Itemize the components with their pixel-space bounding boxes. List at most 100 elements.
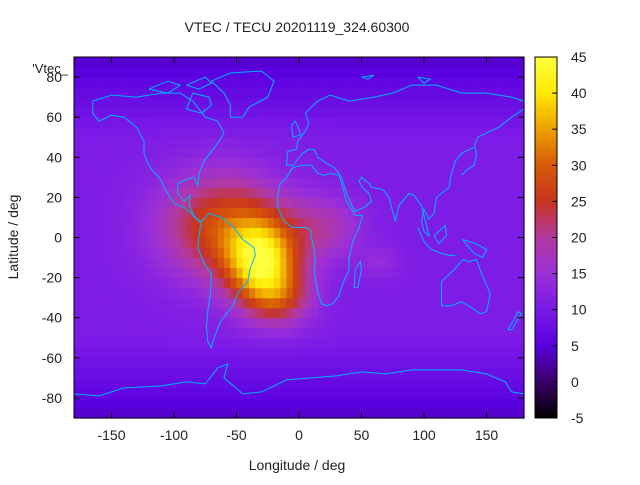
heatmap-cell <box>399 357 406 369</box>
heatmap-cell <box>224 87 231 98</box>
heatmap-cell <box>317 237 325 249</box>
heatmap-cell <box>199 147 206 158</box>
heatmap-cell <box>299 147 306 158</box>
heatmap-cell <box>517 337 525 349</box>
heatmap-cell <box>461 147 469 158</box>
heatmap-cell <box>305 177 313 188</box>
heatmap-cell <box>324 327 331 339</box>
heatmap-cell <box>274 277 281 289</box>
heatmap-cell <box>517 97 525 108</box>
heatmap-cell <box>430 407 438 419</box>
heatmap-cell <box>317 207 325 219</box>
heatmap-cell <box>442 257 450 269</box>
y-tick-label: 20 <box>46 189 62 205</box>
heatmap-cell <box>186 397 194 409</box>
heatmap-cell <box>255 207 263 219</box>
heatmap-cell <box>124 227 131 239</box>
heatmap-cell <box>92 407 100 419</box>
heatmap-cell <box>399 387 406 399</box>
heatmap-cell <box>342 157 350 168</box>
heatmap-cell <box>92 297 100 309</box>
heatmap-cell <box>217 397 225 409</box>
heatmap-cell <box>267 167 275 178</box>
heatmap-cell <box>274 187 281 198</box>
heatmap-cell <box>305 327 313 339</box>
heatmap-cell <box>124 127 131 138</box>
heatmap-cell <box>374 387 381 399</box>
heatmap-cell <box>111 297 119 309</box>
heatmap-cell <box>199 357 206 369</box>
heatmap-cell <box>467 397 475 409</box>
heatmap-cell <box>255 337 263 349</box>
heatmap-cell <box>105 407 113 419</box>
heatmap-cell <box>467 197 475 209</box>
heatmap-cell <box>361 227 369 239</box>
heatmap-cell <box>280 337 288 349</box>
heatmap-cell <box>105 337 113 349</box>
heatmap-cell <box>230 267 238 279</box>
heatmap-cell <box>130 117 138 128</box>
heatmap-cell <box>192 317 200 329</box>
heatmap-cell <box>217 247 225 259</box>
heatmap-cell <box>199 177 206 188</box>
heatmap-cell <box>92 247 100 259</box>
coastline-segment <box>507 311 523 331</box>
heatmap-cell <box>505 167 513 178</box>
heatmap-cell <box>455 237 463 249</box>
heatmap-cell <box>292 177 300 188</box>
heatmap-cell <box>142 327 150 339</box>
heatmap-cell <box>192 327 200 339</box>
heatmap-cell <box>486 217 494 229</box>
heatmap-cell <box>492 107 500 118</box>
heatmap-cell <box>92 367 100 379</box>
heatmap-cell <box>336 377 344 389</box>
heatmap-cell <box>461 377 469 389</box>
heatmap-cell <box>405 267 413 279</box>
heatmap-cell <box>480 137 488 148</box>
heatmap-cell <box>236 77 244 88</box>
heatmap-cell <box>274 67 281 78</box>
coastline-segment <box>441 258 491 315</box>
heatmap-cell <box>180 137 188 148</box>
heatmap-cell <box>261 197 269 209</box>
heatmap-cell <box>274 397 281 409</box>
heatmap-cell <box>80 147 88 158</box>
heatmap-cell <box>74 337 81 349</box>
heatmap-cell <box>492 287 500 299</box>
heatmap-cell <box>161 297 169 309</box>
heatmap-cell <box>205 177 213 188</box>
heatmap-cell <box>74 137 81 148</box>
heatmap-cell <box>261 147 269 158</box>
heatmap-cell <box>136 367 144 379</box>
x-axis-label: Longitude / deg <box>249 457 346 473</box>
heatmap-cell <box>99 307 106 319</box>
heatmap-cell <box>474 317 481 329</box>
heatmap-cell <box>149 357 156 369</box>
heatmap-cell <box>86 207 94 219</box>
heatmap-cell <box>142 167 150 178</box>
heatmap-cell <box>99 257 106 269</box>
heatmap-cell <box>405 297 413 309</box>
heatmap-cell <box>386 407 394 419</box>
heatmap-cell <box>299 107 306 118</box>
heatmap-cell <box>349 207 356 219</box>
heatmap-cell <box>499 157 506 168</box>
heatmap-cell <box>217 177 225 188</box>
heatmap-cell <box>161 177 169 188</box>
heatmap-cell <box>199 167 206 178</box>
heatmap-cell <box>467 257 475 269</box>
heatmap-cell <box>230 247 238 259</box>
heatmap-cell <box>349 97 356 108</box>
heatmap-cell <box>124 97 131 108</box>
heatmap-cell <box>442 387 450 399</box>
heatmap-cell <box>86 187 94 198</box>
heatmap-cell <box>99 337 106 349</box>
heatmap-cell <box>167 127 175 138</box>
heatmap-cell <box>161 187 169 198</box>
heatmap-cell <box>292 387 300 399</box>
heatmap-cell <box>417 327 425 339</box>
heatmap-cell <box>467 247 475 259</box>
heatmap-cell <box>155 147 163 158</box>
heatmap-cell <box>449 267 456 279</box>
